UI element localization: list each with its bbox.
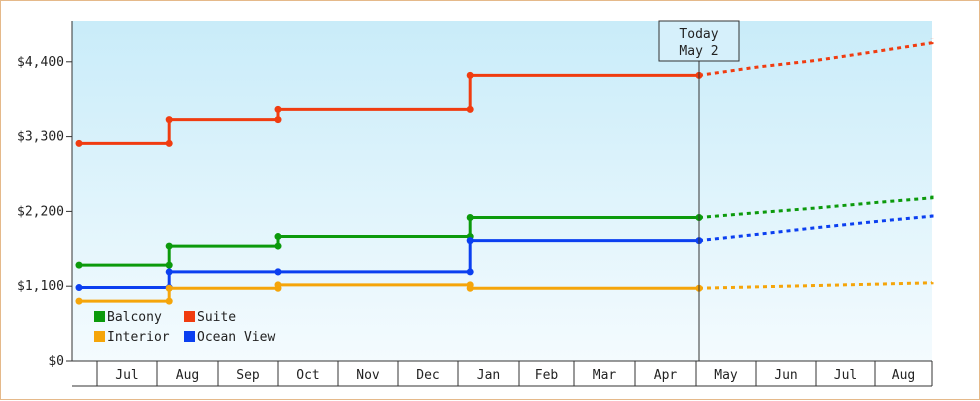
data-point-interior [165,284,173,292]
data-point-suite [165,116,173,124]
data-point-ocean-view [274,268,282,276]
legend-label-suite: Suite [197,310,236,325]
data-point-balcony [466,214,474,222]
y-tick-label: $1,100 [17,279,64,294]
legend-label-balcony: Balcony [107,310,162,325]
data-point-balcony [165,242,173,250]
x-tick-label: Dec [416,368,439,383]
y-tick-label: $0 [48,354,64,369]
today-marker: Today May 2 [658,20,740,361]
today-label-1: Today [679,27,718,42]
series-forecast-suite [698,38,934,77]
today-box [658,20,740,62]
legend-label-interior: Interior [107,330,170,345]
x-tick-label: Apr [654,368,678,383]
data-point-balcony [274,233,282,241]
series-line-suite [79,73,699,145]
data-point-suite [274,105,282,113]
data-point-balcony [274,242,282,250]
x-tick-label: Sep [236,368,260,383]
data-point-ocean-view [165,268,173,276]
data-point-ocean-view [75,284,83,292]
x-tick-label: Feb [535,368,559,383]
legend-swatch-ocean-view [184,331,195,342]
x-tick-label: Jul [115,368,138,383]
data-point-suite [274,116,282,124]
x-tick-label: Jul [834,368,857,383]
legend-swatch-interior [94,331,105,342]
x-tick-label: May [714,368,738,383]
x-tick-label: Aug [176,368,199,383]
x-tick-label: Jan [477,368,500,383]
today-label-2: May 2 [679,44,718,59]
legend: Balcony Suite Interior Ocean View [94,310,275,345]
x-tick-label: Oct [296,368,319,383]
y-tick-label: $3,300 [17,130,64,145]
axes-layer: $0 $1,100 $2,200 $3,300 $4,400 Jul Aug Sep Oct No… [17,21,933,387]
series-layer [75,38,934,305]
data-point-interior [165,297,173,305]
y-tick-label: $4,400 [17,55,64,70]
data-point-balcony [75,261,83,269]
data-point-ocean-view [466,268,474,276]
data-point-suite [165,139,173,147]
data-point-suite [75,139,83,147]
legend-swatch-balcony [94,311,105,322]
y-tick-label: $2,200 [17,204,64,219]
data-point-interior [274,281,282,289]
data-point-interior [466,284,474,292]
data-point-interior [75,297,83,305]
legend-swatch-suite [184,311,195,322]
data-point-ocean-view [466,237,474,245]
data-point-suite [466,71,474,79]
x-tick-label: Mar [593,368,617,383]
x-tick-label: Jun [774,368,797,383]
series-forecast-interior [698,281,934,290]
plot-area [72,21,932,361]
legend-label-ocean-view: Ocean View [197,330,275,345]
series-forecast-ocean-view [698,213,934,243]
data-point-suite [466,105,474,113]
x-tick-label: Aug [892,368,915,383]
series-forecast-balcony [698,195,934,220]
data-point-balcony [165,261,173,269]
x-tick-label: Nov [356,368,380,383]
